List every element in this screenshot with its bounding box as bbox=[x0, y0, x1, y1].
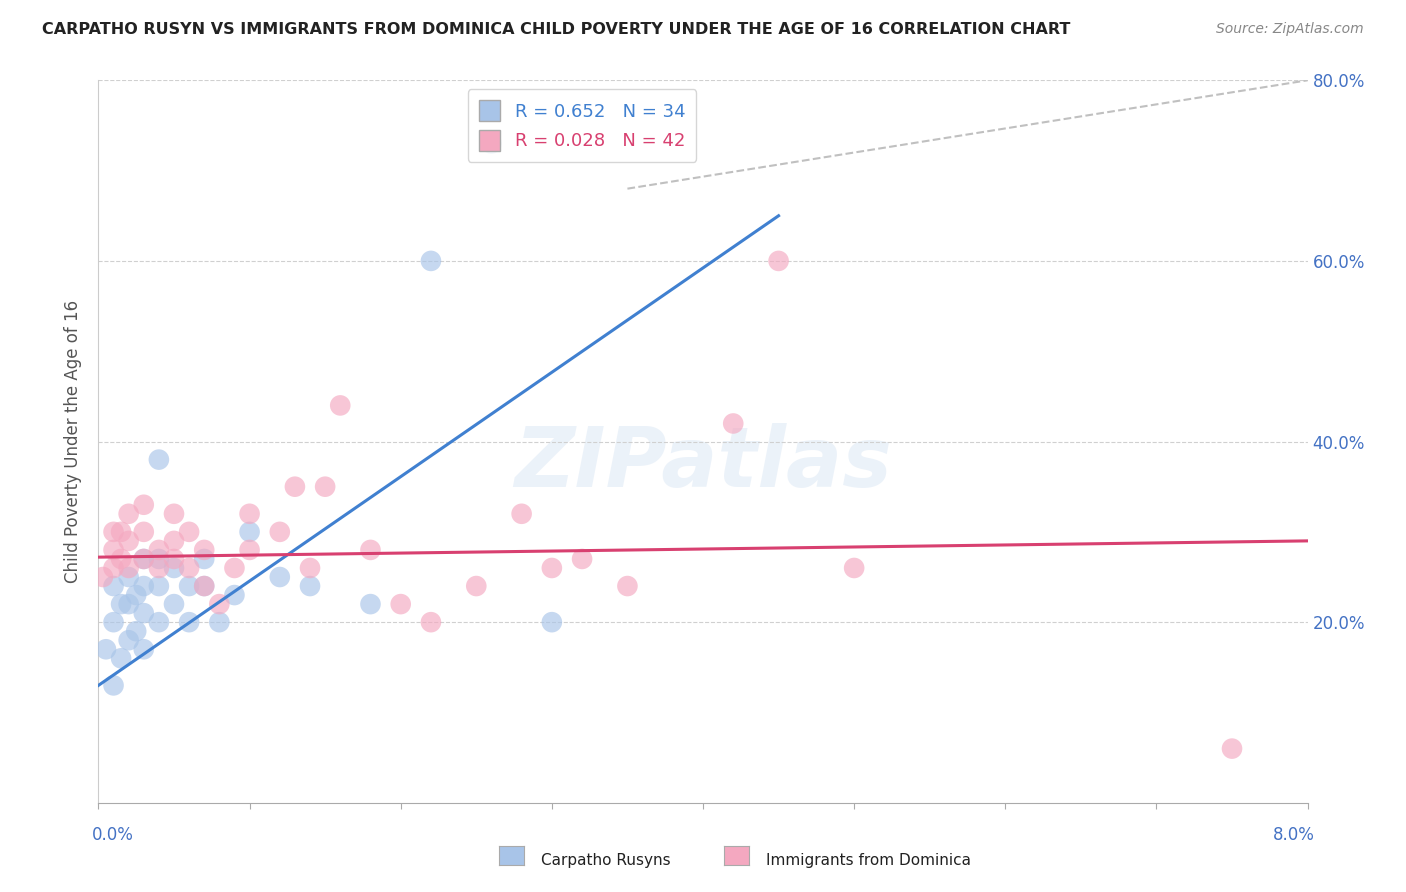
Point bbox=[239, 524, 262, 539]
Point bbox=[224, 588, 246, 602]
Text: 0.0%: 0.0% bbox=[91, 826, 134, 844]
Point bbox=[420, 615, 443, 630]
Point bbox=[299, 561, 322, 575]
Point bbox=[125, 588, 148, 602]
Point bbox=[540, 561, 562, 575]
Point bbox=[179, 615, 201, 630]
Point bbox=[148, 579, 170, 593]
Point bbox=[844, 561, 866, 575]
Point bbox=[110, 524, 132, 539]
Point bbox=[148, 452, 170, 467]
Point bbox=[163, 597, 186, 611]
Text: Source: ZipAtlas.com: Source: ZipAtlas.com bbox=[1216, 22, 1364, 37]
Point bbox=[91, 570, 114, 584]
Point bbox=[148, 542, 170, 557]
Point bbox=[163, 552, 186, 566]
Text: CARPATHO RUSYN VS IMMIGRANTS FROM DOMINICA CHILD POVERTY UNDER THE AGE OF 16 COR: CARPATHO RUSYN VS IMMIGRANTS FROM DOMINI… bbox=[42, 22, 1070, 37]
Point bbox=[118, 507, 141, 521]
Point bbox=[132, 642, 155, 657]
Point bbox=[510, 507, 533, 521]
Point bbox=[148, 552, 170, 566]
Point bbox=[148, 615, 170, 630]
Point bbox=[465, 579, 488, 593]
Point bbox=[103, 678, 125, 692]
Point bbox=[239, 507, 262, 521]
Point bbox=[269, 524, 291, 539]
Point bbox=[540, 615, 562, 630]
Point bbox=[481, 136, 503, 151]
Point bbox=[299, 579, 322, 593]
Point bbox=[110, 552, 132, 566]
Point bbox=[118, 633, 141, 648]
Point bbox=[179, 524, 201, 539]
Point bbox=[132, 552, 155, 566]
Point bbox=[284, 480, 307, 494]
Point bbox=[110, 597, 132, 611]
Point bbox=[179, 561, 201, 575]
Point bbox=[110, 651, 132, 665]
Y-axis label: Child Poverty Under the Age of 16: Child Poverty Under the Age of 16 bbox=[65, 300, 83, 583]
Point bbox=[103, 579, 125, 593]
Point bbox=[148, 561, 170, 575]
Point bbox=[132, 606, 155, 620]
Text: Carpatho Rusyns: Carpatho Rusyns bbox=[541, 854, 671, 868]
Point bbox=[208, 597, 231, 611]
Point bbox=[360, 597, 382, 611]
Point bbox=[103, 561, 125, 575]
Point bbox=[389, 597, 412, 611]
Legend: R = 0.652   N = 34, R = 0.028   N = 42: R = 0.652 N = 34, R = 0.028 N = 42 bbox=[468, 89, 696, 161]
Point bbox=[132, 579, 155, 593]
Text: ZIPatlas: ZIPatlas bbox=[515, 423, 891, 504]
Point bbox=[616, 579, 638, 593]
Point bbox=[125, 624, 148, 639]
Point bbox=[239, 542, 262, 557]
Point bbox=[208, 615, 231, 630]
Point bbox=[103, 542, 125, 557]
Point bbox=[118, 597, 141, 611]
Point bbox=[132, 524, 155, 539]
Point bbox=[103, 524, 125, 539]
Point bbox=[163, 507, 186, 521]
Point bbox=[193, 542, 215, 557]
Point bbox=[314, 480, 336, 494]
Point bbox=[179, 579, 201, 593]
Point bbox=[329, 398, 352, 412]
Point bbox=[723, 417, 745, 431]
Point bbox=[132, 552, 155, 566]
Point bbox=[118, 570, 141, 584]
Point bbox=[420, 254, 443, 268]
Point bbox=[1220, 741, 1243, 756]
Point bbox=[193, 552, 215, 566]
Point bbox=[360, 542, 382, 557]
Point bbox=[768, 254, 790, 268]
Point bbox=[94, 642, 117, 657]
Point bbox=[118, 533, 141, 548]
Point bbox=[163, 561, 186, 575]
Point bbox=[193, 579, 215, 593]
Point bbox=[269, 570, 291, 584]
Point bbox=[103, 615, 125, 630]
Point bbox=[163, 533, 186, 548]
Text: Immigrants from Dominica: Immigrants from Dominica bbox=[766, 854, 972, 868]
Text: 8.0%: 8.0% bbox=[1272, 826, 1315, 844]
Point bbox=[571, 552, 593, 566]
Point bbox=[132, 498, 155, 512]
Point bbox=[118, 561, 141, 575]
Point bbox=[224, 561, 246, 575]
Point bbox=[193, 579, 215, 593]
